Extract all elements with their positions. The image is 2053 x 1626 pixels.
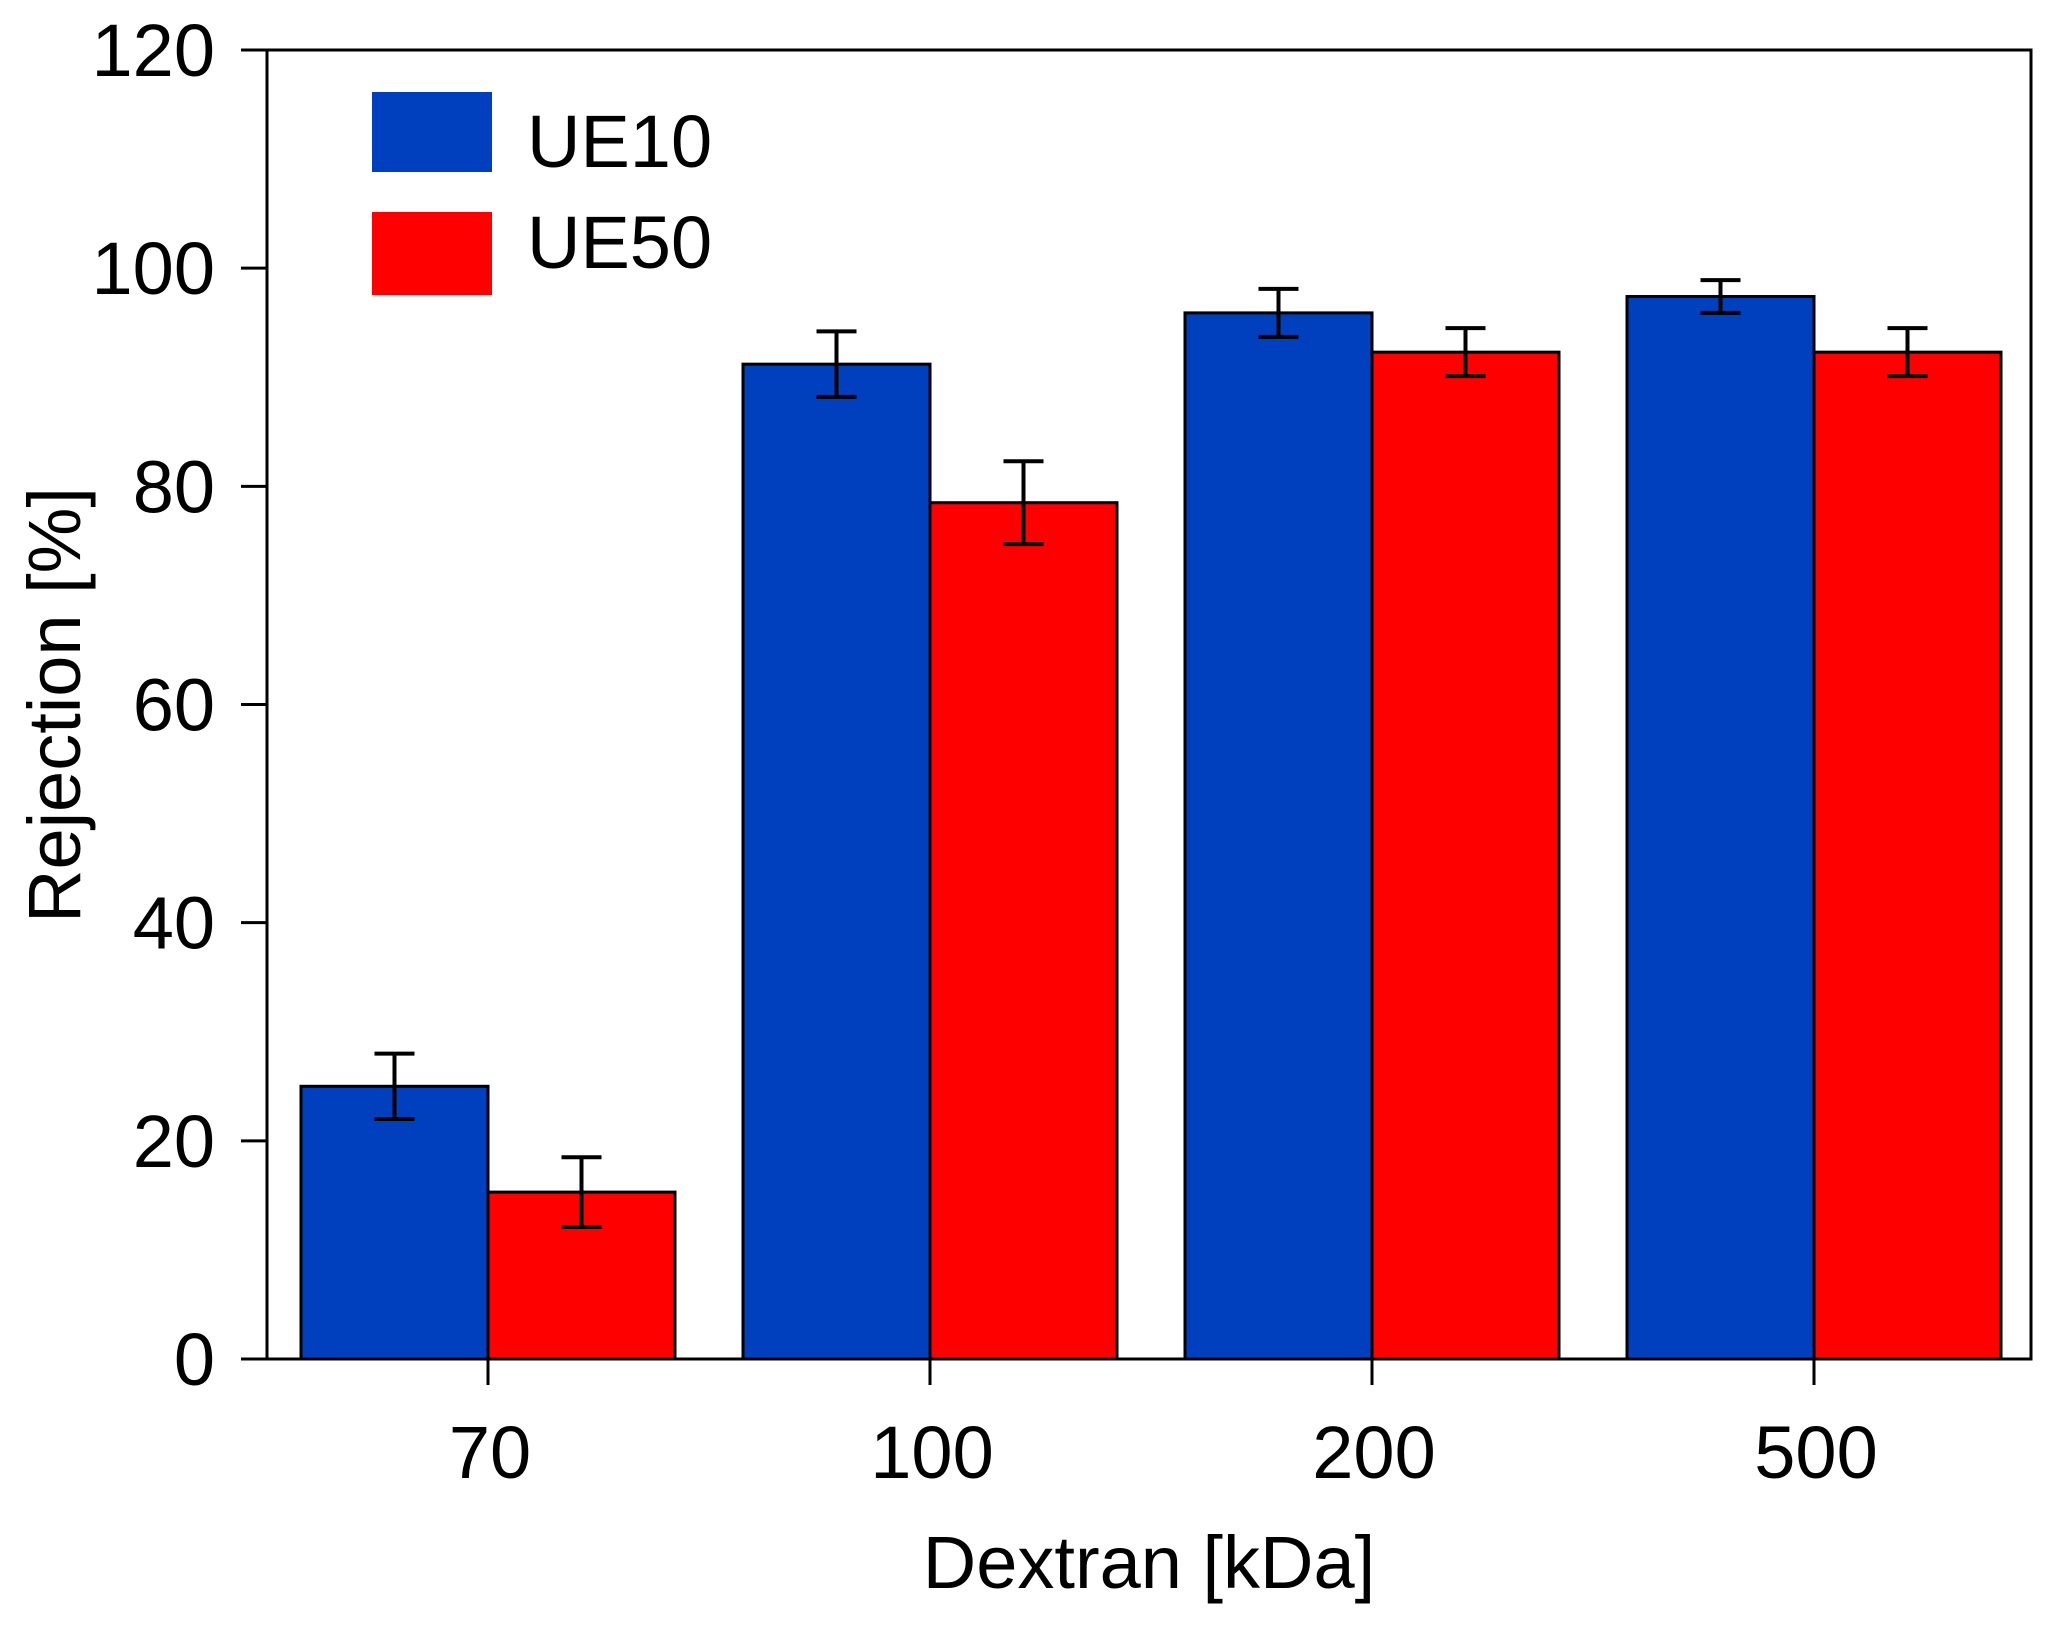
y-tick-label-0: 0 <box>174 1318 215 1401</box>
y-axis: 0 20 40 60 80 100 120 <box>92 9 267 1401</box>
x-tick-label-200: 200 <box>1312 1411 1435 1494</box>
errorbar-ue10-200 <box>1258 286 1299 339</box>
y-axis-title: Rejection [%] <box>13 487 96 923</box>
bar-ue10-100 <box>741 362 932 1361</box>
bar-ue50-500 <box>1812 350 2003 1361</box>
legend-label-ue10: UE10 <box>527 100 712 183</box>
x-tick-label-70: 70 <box>449 1411 531 1494</box>
errorbar-ue10-500 <box>1700 278 1741 315</box>
errorbars-layer <box>374 278 1928 1230</box>
x-tick-label-100: 100 <box>870 1411 993 1494</box>
errorbar-ue10-100 <box>816 329 857 399</box>
x-axis: 70 100 200 500 <box>449 1359 1878 1494</box>
y-tick-label-120: 120 <box>92 9 215 92</box>
y-tick-label-100: 100 <box>92 227 215 310</box>
y-tick-label-60: 60 <box>133 664 215 747</box>
legend: UE10 UE50 <box>372 92 712 295</box>
legend-swatch-ue50 <box>372 212 492 295</box>
errorbar-ue50-500 <box>1887 326 1928 379</box>
errorbar-ue10-70 <box>374 1051 415 1122</box>
bar-ue10-70 <box>299 1084 490 1361</box>
bars-layer <box>299 295 2003 1361</box>
errorbar-ue50-200 <box>1445 326 1486 379</box>
bar-ue50-100 <box>928 501 1119 1361</box>
x-tick-label-500: 500 <box>1754 1411 1877 1494</box>
bar-ue10-500 <box>1625 295 1816 1361</box>
y-tick-label-40: 40 <box>133 882 215 965</box>
legend-label-ue50: UE50 <box>527 201 712 284</box>
legend-item-ue10: UE10 <box>372 92 712 183</box>
bar-ue10-200 <box>1183 311 1374 1361</box>
y-tick-label-80: 80 <box>133 445 215 528</box>
legend-swatch-ue10 <box>372 92 492 172</box>
errorbar-ue50-70 <box>561 1155 602 1230</box>
x-axis-title: Dextran [kDa] <box>923 1521 1375 1604</box>
y-tick-label-20: 20 <box>133 1100 215 1183</box>
errorbar-ue50-100 <box>1003 459 1044 547</box>
bar-ue50-200 <box>1370 350 1561 1361</box>
legend-item-ue50: UE50 <box>372 201 712 295</box>
